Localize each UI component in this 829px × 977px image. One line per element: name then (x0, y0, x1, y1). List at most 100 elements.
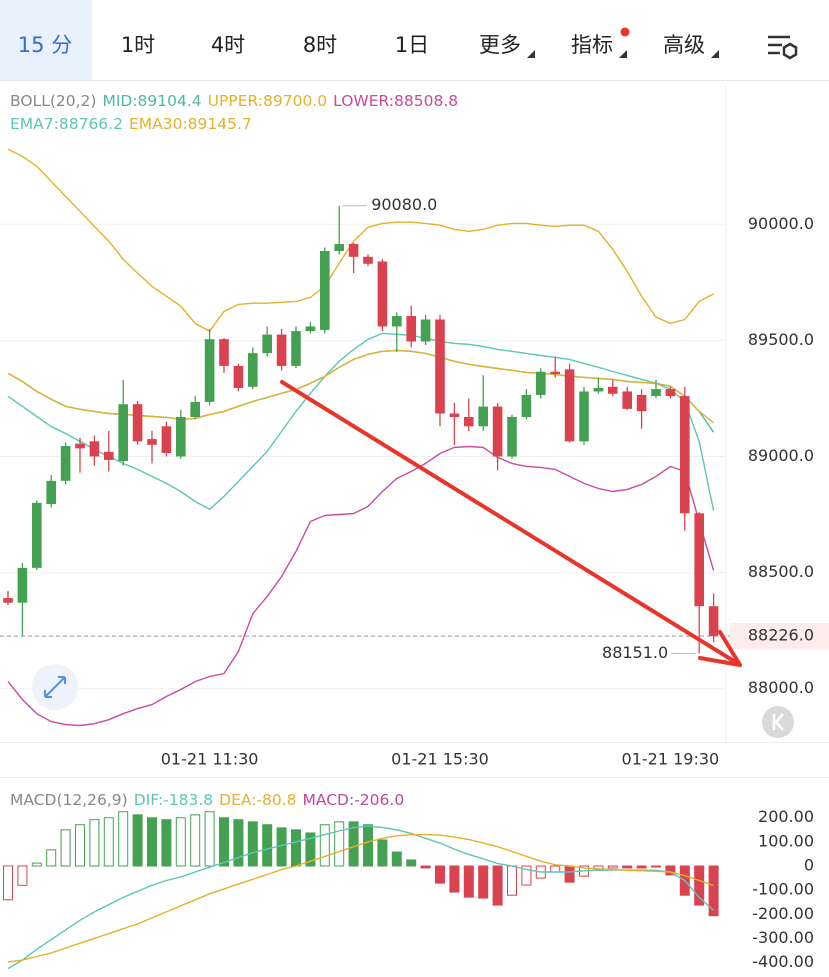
candle-body (89, 441, 100, 457)
dropdown-caret (619, 50, 627, 58)
macd-bar (550, 865, 561, 873)
candle-body (636, 394, 647, 412)
tab[interactable]: 更多 (479, 33, 521, 57)
y-tick-label: 88000.0 (748, 678, 814, 697)
y-tick-label: -200.00 (752, 904, 814, 923)
candle-body (161, 426, 172, 453)
x-tick-label: 01-21 11:30 (161, 750, 259, 769)
macd-bar (233, 819, 244, 867)
legend-entry: EMA7:88766.2 (10, 115, 123, 133)
candle-body (75, 443, 85, 449)
indicator-line (7, 148, 714, 333)
candle-body (507, 416, 517, 457)
expand-button[interactable] (32, 664, 78, 710)
tab[interactable]: 4时 (211, 33, 245, 57)
candle-body (680, 396, 690, 514)
macd-bar (507, 865, 517, 896)
candle-body (305, 326, 316, 332)
low-label: 88151.0 (602, 643, 668, 662)
candle-body (406, 315, 416, 342)
macd-bar (305, 832, 316, 867)
macd-bar (391, 851, 402, 867)
macd-bar (463, 865, 474, 898)
candle-body (262, 334, 272, 354)
candle-body (147, 439, 157, 445)
candle-body (132, 404, 143, 442)
macd-bar (175, 817, 186, 867)
x-tick-label: 01-21 15:30 (391, 750, 489, 769)
scroll-latest-button[interactable] (762, 706, 794, 738)
tab[interactable]: 指标 (571, 33, 613, 57)
candle-body (521, 394, 532, 417)
macd-bar (204, 811, 215, 867)
macd-bar (89, 819, 100, 867)
candle-body (550, 371, 560, 375)
macd-bar (607, 865, 618, 869)
x-tick-label: 01-21 19:30 (622, 750, 720, 769)
macd-bar (75, 824, 85, 867)
candle-body (32, 502, 42, 568)
macd-bar (636, 865, 647, 869)
candle-body (608, 386, 618, 394)
candle-body (233, 365, 244, 388)
y-tick-label: -400.00 (752, 952, 814, 971)
candle-body (435, 319, 445, 414)
dropdown-caret (527, 50, 535, 58)
macd-bar (348, 821, 359, 867)
tab[interactable]: 高级 (663, 33, 705, 57)
candle-body (579, 391, 589, 442)
candle-body (564, 369, 575, 442)
last-price-label: 88226.0 (748, 626, 814, 645)
macd-bar (60, 829, 71, 867)
legend-entry: EMA30:89145.7 (129, 115, 252, 133)
candle-body (291, 331, 301, 366)
indicator-line (7, 332, 715, 511)
candle-body (334, 244, 344, 251)
macd-bar (291, 829, 301, 867)
macd-bar (46, 849, 57, 867)
legend: BOLL(20,2) MID:89104.4 UPPER:89700.0 LOWER:… (10, 92, 458, 110)
tab[interactable]: 15 分 (18, 33, 72, 57)
indicator-line (7, 833, 714, 963)
tab[interactable]: 8时 (303, 33, 337, 57)
indicator-name: BOLL(20,2) (10, 92, 96, 110)
macd-bar (118, 811, 129, 867)
macd-bar (161, 819, 172, 867)
annotation-arrow-head (698, 630, 742, 667)
macd-bar (449, 865, 460, 893)
candle-body (492, 406, 503, 457)
macd-bar (665, 865, 676, 876)
y-tick-label: 200.00 (758, 807, 814, 826)
macd-bar (103, 817, 114, 867)
macd-bar (564, 865, 575, 883)
y-tick-label: -100.00 (752, 880, 814, 899)
legend: EMA7:88766.2 EMA30:89145.7 (10, 115, 252, 133)
y-tick-label: 0 (804, 856, 814, 875)
macd-bar (377, 839, 388, 867)
candle-body (176, 416, 186, 457)
candle-body (320, 250, 330, 330)
macd-bar (190, 814, 201, 867)
tab[interactable]: 1时 (121, 33, 155, 57)
candle-body (464, 416, 474, 427)
legend-entry: DEA:-80.8 (219, 791, 296, 809)
macd-bar (363, 824, 373, 867)
candle-body (622, 391, 632, 409)
candle-body (60, 446, 71, 481)
macd-bar (651, 865, 661, 868)
candle-body (420, 319, 431, 342)
settings-icon[interactable] (768, 35, 798, 60)
candle-body (248, 353, 258, 387)
candle-body (449, 413, 460, 417)
macd-bar (17, 865, 28, 886)
candle-body (593, 387, 604, 392)
last-price-box (730, 623, 829, 650)
candle-body (478, 406, 488, 427)
candle-body (694, 513, 704, 607)
tab[interactable]: 1日 (395, 33, 429, 57)
candle-body (204, 339, 215, 402)
macd-bar (262, 824, 273, 867)
indicator-name: MACD(12,26,9) (10, 791, 128, 809)
legend-entry: MACD:-206.0 (303, 791, 405, 809)
